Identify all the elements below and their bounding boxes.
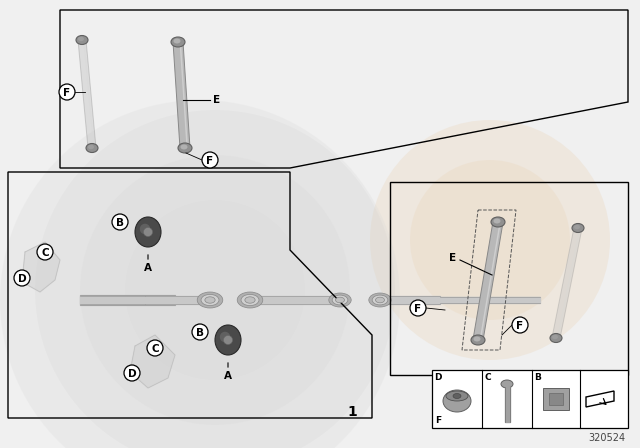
Polygon shape	[586, 391, 614, 407]
Text: F: F	[516, 320, 524, 331]
Circle shape	[410, 160, 570, 320]
Ellipse shape	[474, 336, 481, 341]
Polygon shape	[83, 40, 94, 148]
Ellipse shape	[376, 297, 385, 303]
Ellipse shape	[173, 39, 180, 43]
Polygon shape	[78, 39, 96, 148]
Text: B: B	[196, 327, 204, 337]
Ellipse shape	[335, 297, 344, 303]
Polygon shape	[479, 222, 501, 340]
Ellipse shape	[197, 292, 223, 308]
Ellipse shape	[180, 145, 188, 150]
Ellipse shape	[171, 37, 185, 47]
Circle shape	[14, 270, 30, 286]
Polygon shape	[22, 242, 60, 292]
Circle shape	[37, 244, 53, 260]
Circle shape	[410, 300, 426, 316]
Ellipse shape	[78, 37, 84, 41]
Text: A: A	[144, 263, 152, 273]
Circle shape	[124, 365, 140, 381]
FancyBboxPatch shape	[549, 393, 563, 405]
Polygon shape	[504, 387, 509, 422]
Ellipse shape	[205, 297, 215, 303]
Ellipse shape	[241, 294, 259, 306]
Ellipse shape	[372, 295, 388, 305]
Ellipse shape	[201, 294, 219, 306]
Ellipse shape	[135, 217, 161, 247]
Text: C: C	[151, 344, 159, 353]
Ellipse shape	[245, 297, 255, 303]
Circle shape	[59, 84, 75, 100]
Circle shape	[512, 317, 528, 333]
Polygon shape	[552, 227, 582, 339]
Text: C: C	[41, 247, 49, 258]
Circle shape	[80, 155, 350, 425]
Polygon shape	[473, 221, 503, 341]
Ellipse shape	[471, 335, 485, 345]
Polygon shape	[80, 296, 145, 304]
Ellipse shape	[574, 225, 580, 229]
Polygon shape	[130, 335, 175, 388]
Text: E: E	[449, 253, 456, 263]
Ellipse shape	[329, 293, 351, 307]
Circle shape	[370, 120, 610, 360]
Ellipse shape	[550, 333, 562, 343]
Circle shape	[125, 200, 305, 380]
Text: F: F	[63, 87, 70, 98]
Polygon shape	[557, 228, 580, 339]
Ellipse shape	[223, 336, 232, 345]
Text: D: D	[435, 372, 442, 382]
Polygon shape	[179, 42, 188, 148]
FancyBboxPatch shape	[543, 388, 569, 410]
Text: 320524: 320524	[588, 433, 625, 443]
Circle shape	[0, 100, 400, 448]
Ellipse shape	[443, 390, 471, 412]
Circle shape	[112, 214, 128, 230]
Ellipse shape	[76, 35, 88, 44]
Text: B: B	[534, 372, 541, 382]
Ellipse shape	[491, 217, 505, 227]
Ellipse shape	[215, 325, 241, 355]
Polygon shape	[250, 296, 340, 304]
Circle shape	[35, 110, 395, 448]
Ellipse shape	[446, 391, 468, 401]
Text: A: A	[224, 371, 232, 381]
Ellipse shape	[86, 143, 98, 152]
Ellipse shape	[140, 224, 150, 234]
Text: 2: 2	[505, 383, 515, 397]
Ellipse shape	[493, 219, 500, 224]
Ellipse shape	[88, 145, 94, 149]
Text: E: E	[213, 95, 220, 105]
Ellipse shape	[237, 292, 263, 308]
Ellipse shape	[143, 228, 152, 237]
Circle shape	[147, 340, 163, 356]
Ellipse shape	[220, 332, 230, 342]
Ellipse shape	[453, 393, 461, 399]
Text: F: F	[207, 155, 214, 165]
Ellipse shape	[178, 143, 192, 153]
Text: C: C	[484, 372, 492, 382]
Ellipse shape	[369, 293, 391, 307]
Circle shape	[202, 152, 218, 168]
Ellipse shape	[572, 224, 584, 233]
Circle shape	[192, 324, 208, 340]
Ellipse shape	[332, 295, 348, 305]
Text: F: F	[435, 415, 441, 425]
Polygon shape	[380, 296, 440, 304]
Polygon shape	[173, 42, 190, 148]
FancyBboxPatch shape	[432, 370, 628, 428]
Text: D: D	[128, 369, 136, 379]
Text: D: D	[18, 273, 26, 284]
Text: F: F	[415, 303, 422, 314]
Ellipse shape	[501, 380, 513, 388]
Ellipse shape	[552, 335, 558, 339]
Text: 1: 1	[347, 405, 357, 419]
Text: B: B	[116, 217, 124, 228]
Polygon shape	[145, 296, 210, 304]
